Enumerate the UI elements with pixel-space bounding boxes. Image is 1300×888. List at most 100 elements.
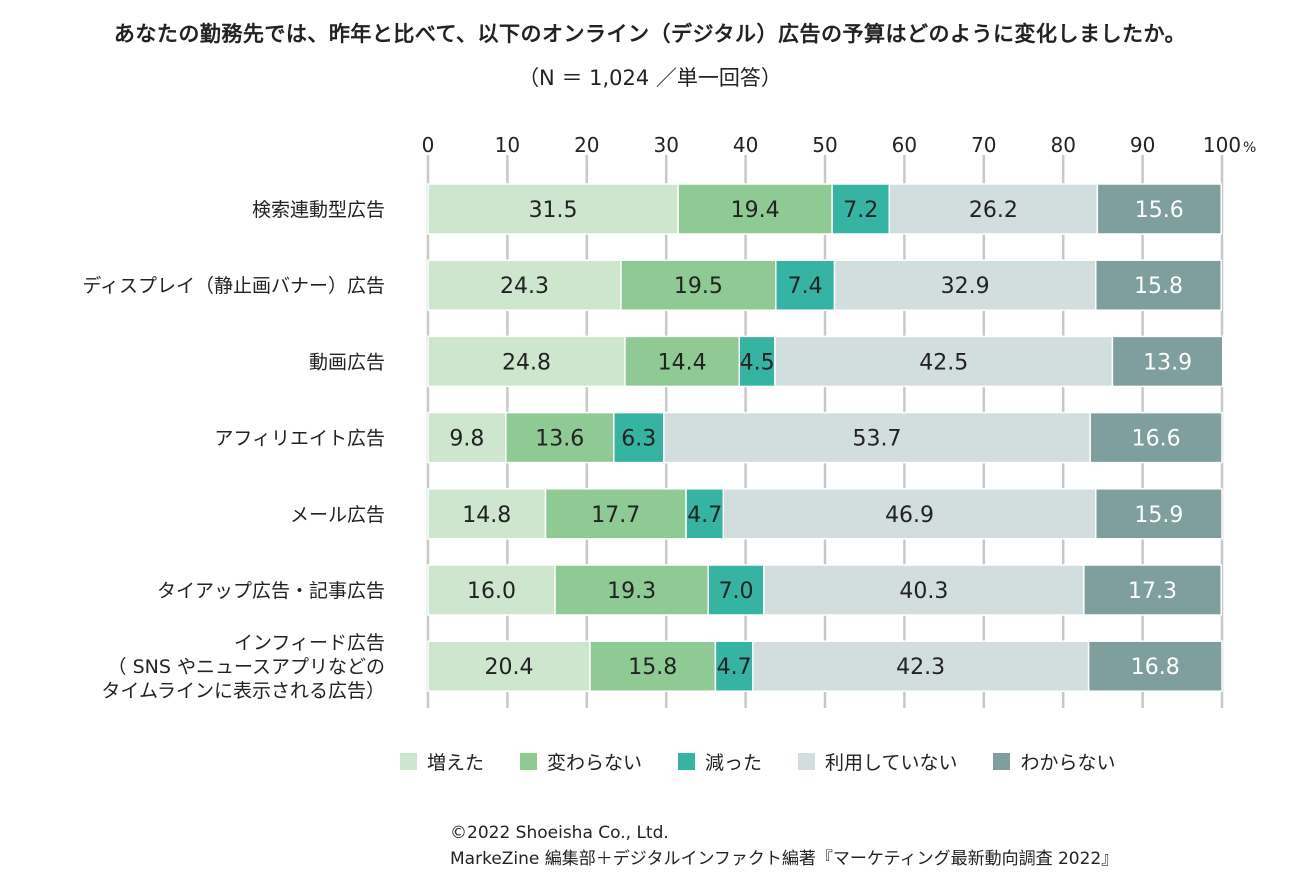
bar-segment [427, 411, 507, 464]
data-label: 14.4 [658, 350, 707, 375]
x-tick-label: 80 [1050, 133, 1075, 157]
data-label: 19.3 [607, 579, 656, 604]
data-label: 31.5 [529, 198, 578, 223]
bar-segment [589, 640, 717, 692]
data-label: 16.6 [1132, 427, 1181, 452]
legend-swatch [400, 753, 417, 770]
bar-segment [427, 335, 626, 388]
data-label: 24.8 [502, 350, 551, 375]
x-tick-label: 40 [733, 133, 758, 157]
chart-subtitle: （N ＝ 1,024 ／単一回答） [518, 66, 782, 90]
x-unit-label: % [1243, 140, 1256, 156]
footer: ©2022 Shoeisha Co., Ltd. MarkeZine 編集部＋デ… [450, 820, 1118, 872]
bar-segment [1096, 183, 1222, 235]
data-label: 16.0 [467, 579, 516, 604]
bar-segment [1095, 488, 1223, 540]
bar-segment [427, 183, 679, 235]
data-label: 53.7 [853, 427, 902, 452]
category-label: ディスプレイ（静止画バナー）広告 [82, 275, 385, 297]
x-tick-label: 30 [653, 133, 678, 157]
legend-item: 増えた [400, 748, 484, 775]
bar-segment [427, 564, 556, 616]
bar-segment [427, 488, 547, 540]
bar-segment [1089, 411, 1223, 464]
legend-swatch [993, 753, 1011, 770]
bar-segment [714, 640, 754, 692]
legend-label: 増えた [427, 752, 485, 774]
bar-segment [663, 411, 1091, 464]
category-label: （ SNS やニュースアプリなどの [108, 656, 385, 678]
bar-segment [833, 259, 1097, 311]
bar-segment [722, 488, 1097, 540]
data-label: 7.4 [788, 274, 823, 299]
bar-segment [1083, 564, 1222, 616]
category-label: アフィリエイト広告 [214, 428, 385, 450]
data-label: 15.6 [1135, 198, 1184, 223]
source-text: MarkeZine 編集部＋デジタルインファクト編著『マーケティング最新動向調査… [450, 849, 1119, 869]
bar-segment [427, 640, 591, 692]
category-label: メール広告 [290, 504, 385, 526]
category-label: 動画広告 [309, 351, 385, 373]
copyright-text: ©2022 Shoeisha Co., Ltd. [450, 823, 669, 843]
legend-item: 減った [678, 748, 762, 775]
data-label: 9.8 [449, 427, 484, 452]
bar-segment [1095, 259, 1222, 311]
bar-segment [544, 488, 687, 540]
data-label: 6.3 [621, 427, 656, 452]
data-label: 7.0 [719, 579, 754, 604]
legend-label: 減った [705, 752, 763, 774]
data-label: 24.3 [500, 274, 549, 299]
category-label: タイアップ広告・記事広告 [157, 580, 385, 602]
legend-label: 変わらない [547, 752, 643, 774]
data-label: 40.3 [899, 579, 948, 604]
data-label: 16.8 [1131, 655, 1180, 680]
chart-legend: 増えた 変わらない 減った 利用していない わからない [400, 748, 1152, 775]
bar-segment [751, 640, 1090, 692]
data-label: 15.9 [1134, 503, 1183, 528]
x-tick-label: 20 [574, 133, 599, 157]
data-label: 17.3 [1128, 579, 1177, 604]
legend-item: 変わらない [520, 748, 642, 775]
data-label: 4.7 [717, 655, 752, 680]
bar-segment [775, 259, 836, 311]
bar-segment [505, 411, 615, 464]
data-label: 42.3 [896, 655, 945, 680]
bar-segment [1111, 335, 1224, 388]
bar-segment [1087, 640, 1223, 692]
stacked-bar-chart: 0 10 20 30 40 50 60 70 80 90 100 % 検索連動型広告 31.5 19.4 7.… [82, 133, 1256, 708]
legend-swatch [520, 753, 538, 770]
chart-title: あなたの勤務先では、昨年と比べて、以下のオンライン（デジタル）広告の予算はどのよ… [113, 22, 1187, 46]
data-label: 14.8 [462, 503, 511, 528]
legend-label: 利用していない [825, 752, 958, 774]
data-label: 19.5 [674, 274, 723, 299]
data-label: 20.4 [484, 655, 533, 680]
bar-segment [763, 564, 1085, 616]
category-label: タイムラインに表示される広告） [101, 680, 385, 702]
legend-item: わからない [993, 748, 1116, 775]
legend-label: わからない [1020, 752, 1116, 774]
data-label: 4.7 [687, 503, 722, 528]
legend-swatch [798, 753, 816, 770]
data-label: 15.8 [1134, 274, 1183, 299]
data-label: 42.5 [919, 350, 968, 375]
x-tick-label: 90 [1130, 133, 1155, 157]
bar-segment [613, 411, 665, 464]
data-label: 19.4 [731, 198, 780, 223]
data-label: 17.7 [591, 503, 640, 528]
bar-segment [427, 259, 622, 311]
x-tick-label: 0 [422, 133, 435, 157]
x-tick-label: 70 [971, 133, 996, 157]
data-label: 4.5 [740, 350, 775, 375]
legend-swatch [678, 753, 696, 770]
x-tick-label: 60 [892, 133, 917, 157]
bar-segment [831, 183, 891, 235]
x-tick-label: 100 [1203, 133, 1241, 157]
data-label: 15.8 [628, 655, 677, 680]
x-tick-label: 50 [812, 133, 837, 157]
data-label: 7.2 [843, 198, 878, 223]
data-label: 46.9 [885, 503, 934, 528]
bar-segment [554, 564, 710, 616]
x-tick-label: 10 [495, 133, 520, 157]
data-label: 13.6 [535, 427, 584, 452]
data-label: 13.9 [1143, 350, 1192, 375]
